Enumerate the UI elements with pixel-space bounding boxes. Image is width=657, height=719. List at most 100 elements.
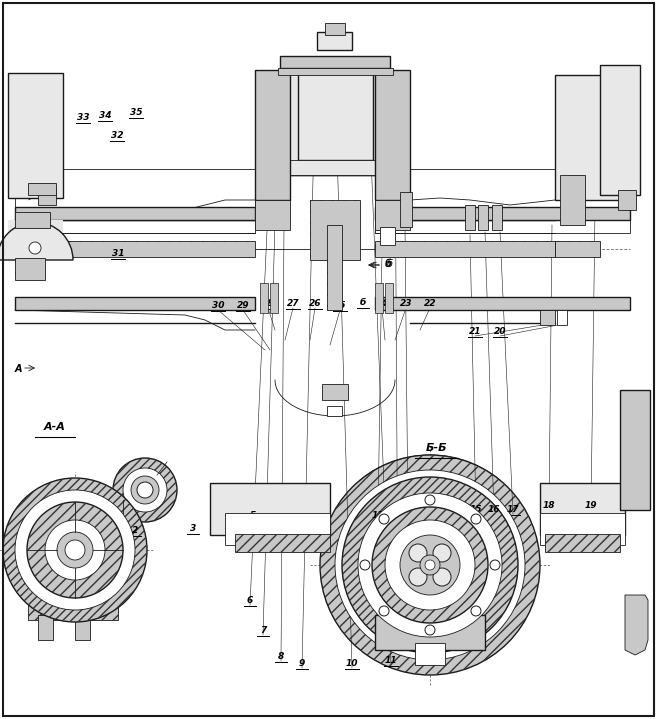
Bar — [465, 205, 475, 230]
Bar — [278, 68, 393, 75]
Circle shape — [320, 455, 540, 675]
Bar — [325, 23, 345, 35]
Bar — [385, 283, 393, 313]
Text: 16: 16 — [487, 505, 500, 514]
Bar — [210, 483, 330, 535]
Bar — [375, 241, 555, 257]
Bar — [285, 160, 385, 175]
Bar — [560, 175, 585, 225]
Circle shape — [400, 535, 460, 595]
Wedge shape — [0, 222, 73, 260]
Bar — [28, 602, 118, 620]
Bar — [225, 513, 330, 545]
Text: 10: 10 — [346, 659, 358, 668]
Bar — [540, 310, 555, 325]
Bar — [15, 241, 255, 257]
Text: 35: 35 — [129, 108, 143, 117]
Bar — [375, 297, 630, 310]
Text: А-А: А-А — [44, 422, 66, 432]
Text: 2: 2 — [132, 526, 138, 535]
Bar — [545, 534, 620, 552]
Text: 15: 15 — [470, 505, 482, 514]
Bar — [38, 615, 53, 640]
Text: 1: 1 — [72, 506, 78, 515]
Circle shape — [385, 520, 475, 610]
Bar — [540, 483, 625, 535]
Bar — [375, 297, 630, 310]
Text: 5: 5 — [250, 511, 256, 520]
Text: б: б — [384, 259, 392, 269]
Bar — [600, 65, 640, 195]
Bar — [375, 70, 410, 200]
Circle shape — [433, 544, 451, 562]
Circle shape — [433, 568, 451, 586]
Bar — [618, 190, 636, 210]
Text: А: А — [14, 191, 22, 201]
Circle shape — [409, 568, 427, 586]
Bar — [8, 73, 63, 198]
Text: 8: 8 — [278, 652, 284, 661]
Bar — [375, 70, 410, 200]
Bar — [15, 169, 255, 233]
Circle shape — [420, 555, 440, 575]
Text: 31: 31 — [112, 249, 124, 258]
Bar — [327, 225, 342, 310]
Bar — [15, 258, 45, 280]
Bar — [600, 65, 640, 195]
Bar — [375, 615, 485, 650]
Bar — [280, 56, 390, 68]
Bar — [478, 205, 488, 230]
Text: 17: 17 — [507, 505, 519, 514]
Text: А: А — [14, 364, 22, 374]
Text: 6: 6 — [247, 596, 253, 605]
Circle shape — [3, 478, 147, 622]
Bar — [560, 175, 585, 225]
Bar — [8, 220, 63, 260]
Bar — [15, 212, 50, 228]
Circle shape — [27, 502, 123, 598]
Bar — [380, 227, 395, 245]
Bar — [375, 615, 485, 650]
Bar — [375, 200, 410, 230]
Bar — [465, 205, 475, 230]
Bar — [15, 207, 255, 220]
Bar — [15, 258, 45, 280]
Bar — [557, 310, 567, 325]
Bar — [317, 32, 352, 50]
Bar — [28, 602, 118, 620]
Bar — [8, 73, 63, 198]
Circle shape — [425, 625, 435, 635]
Circle shape — [358, 493, 502, 637]
Circle shape — [335, 470, 525, 660]
Bar — [620, 390, 650, 510]
Bar — [75, 615, 90, 640]
Bar — [327, 225, 342, 310]
Bar — [298, 68, 373, 160]
Circle shape — [45, 520, 105, 580]
Bar — [210, 483, 330, 535]
Bar — [492, 205, 502, 230]
Text: 21: 21 — [468, 327, 481, 336]
Text: б: б — [360, 298, 366, 307]
Circle shape — [379, 514, 389, 524]
Bar — [555, 241, 600, 257]
Bar — [280, 56, 390, 68]
Text: Б-Б: Б-Б — [426, 443, 448, 453]
Circle shape — [379, 606, 389, 616]
Text: 12: 12 — [392, 619, 404, 628]
Bar — [375, 283, 383, 313]
Bar — [322, 384, 348, 400]
Text: 33: 33 — [77, 113, 89, 122]
Bar — [28, 183, 56, 195]
Circle shape — [342, 477, 518, 653]
Text: А: А — [66, 526, 74, 535]
Text: 23: 23 — [399, 299, 412, 308]
Text: 11: 11 — [385, 656, 397, 665]
Bar — [15, 207, 255, 220]
Text: 25: 25 — [334, 301, 346, 310]
Circle shape — [360, 560, 370, 570]
Bar — [415, 643, 445, 665]
Text: 9: 9 — [299, 659, 305, 668]
Circle shape — [471, 606, 481, 616]
Circle shape — [29, 242, 41, 254]
